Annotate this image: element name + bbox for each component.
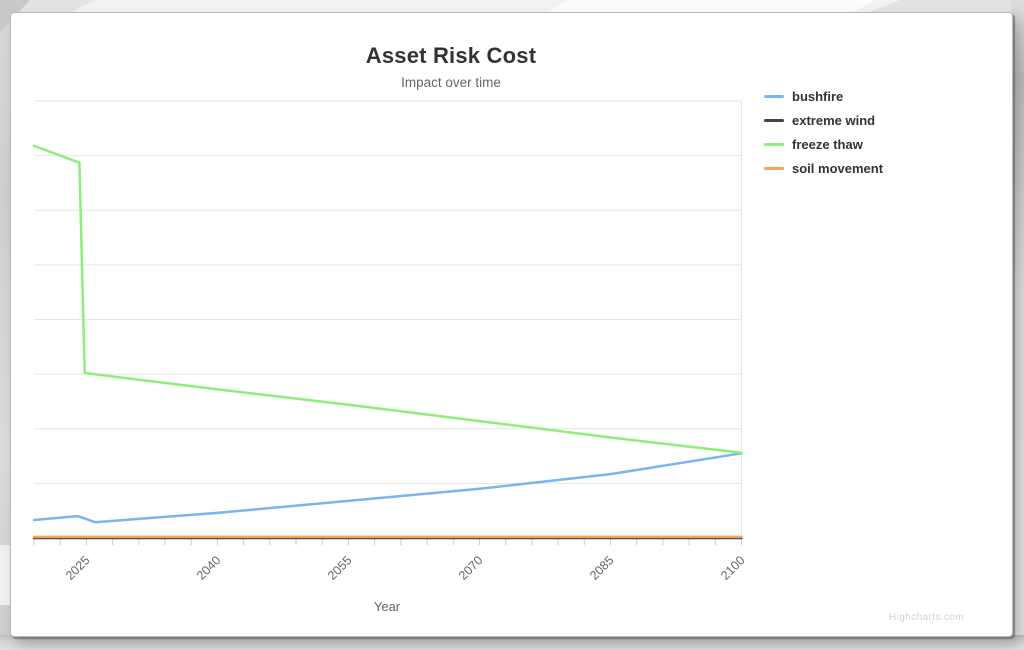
legend-line-icon — [764, 95, 784, 98]
legend-item-bushfire[interactable]: bushfire — [764, 88, 883, 105]
x-axis-title: Year — [373, 599, 401, 614]
legend-line-icon — [764, 143, 784, 146]
legend-line-icon — [764, 119, 784, 122]
chart-title: Asset Risk Cost — [365, 43, 537, 68]
chart-legend: bushfire extreme wind freeze thaw soil move… — [764, 88, 883, 184]
background-shape-bottom-strip — [0, 635, 1024, 650]
series-line-freeze-thaw[interactable] — [32, 144, 743, 455]
x-tick-label: 2070 — [456, 553, 486, 583]
watermark-link[interactable]: Highcharts.com — [889, 612, 965, 623]
background-shape-left-strip — [0, 0, 10, 650]
legend-item-extreme-wind[interactable]: extreme wind — [764, 112, 883, 129]
x-tick-label: 2040 — [194, 553, 224, 583]
x-tick-label: 2085 — [587, 553, 617, 583]
chart-subtitle: Impact over time — [401, 75, 501, 90]
legend-label: freeze thaw — [792, 137, 863, 152]
legend-item-soil-movement[interactable]: soil movement — [764, 160, 883, 177]
chart-plot-area[interactable]: 2025 2040 2055 2070 2085 2100 — [11, 13, 1012, 636]
legend-label: soil movement — [792, 161, 884, 176]
series-line-bushfire[interactable] — [32, 452, 743, 524]
legend-line-icon — [764, 167, 784, 170]
legend-label: extreme wind — [792, 113, 876, 128]
x-tick-label: 2100 — [718, 553, 748, 583]
chart-card: 2025 2040 2055 2070 2085 2100 Asset Risk Cost… — [10, 12, 1013, 637]
legend-item-freeze-thaw[interactable]: freeze thaw — [764, 136, 883, 153]
legend-label: bushfire — [792, 89, 844, 104]
x-tick-label: 2025 — [63, 553, 93, 583]
background-shape-bottomleft-wedge — [0, 545, 10, 605]
x-tick-label: 2055 — [325, 553, 355, 583]
